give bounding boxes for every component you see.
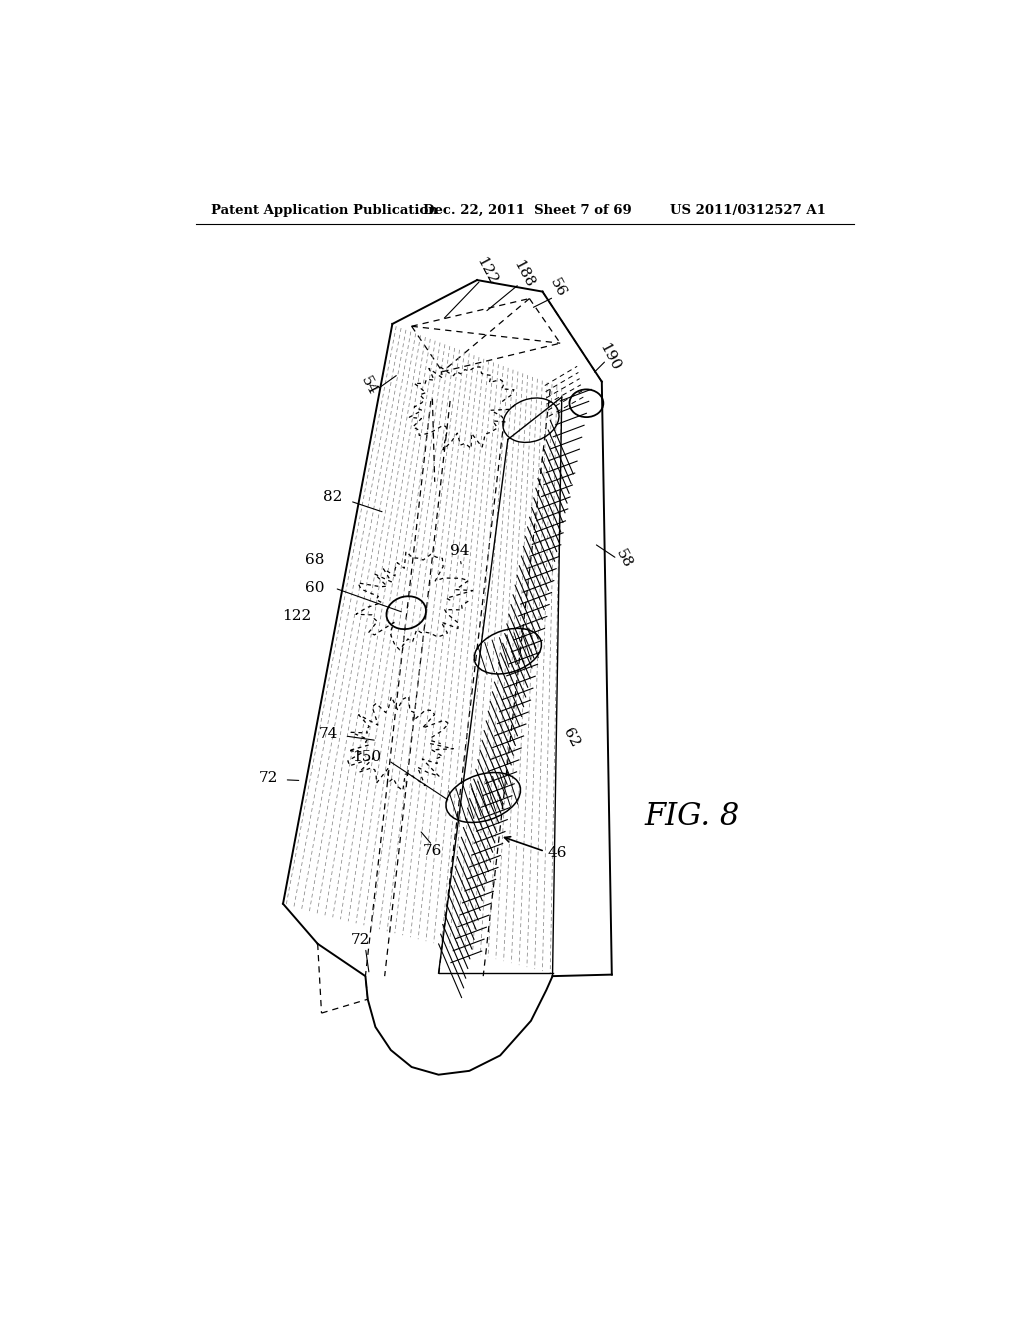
- Text: Dec. 22, 2011  Sheet 7 of 69: Dec. 22, 2011 Sheet 7 of 69: [423, 205, 632, 218]
- Text: 60: 60: [305, 581, 325, 595]
- Text: 68: 68: [305, 553, 325, 568]
- Text: 54: 54: [358, 374, 380, 397]
- Text: 94: 94: [451, 544, 470, 558]
- Text: 82: 82: [323, 490, 342, 504]
- Text: Patent Application Publication: Patent Application Publication: [211, 205, 438, 218]
- Text: 188: 188: [510, 257, 537, 290]
- Text: 190: 190: [596, 341, 623, 374]
- Text: 58: 58: [612, 546, 634, 570]
- Text: US 2011/0312527 A1: US 2011/0312527 A1: [670, 205, 825, 218]
- Text: 56: 56: [547, 276, 568, 300]
- Text: 122: 122: [283, 609, 311, 623]
- Text: 74: 74: [319, 727, 339, 742]
- Text: 46: 46: [548, 846, 567, 859]
- Text: 122: 122: [473, 255, 500, 286]
- Text: 62: 62: [560, 726, 582, 750]
- Text: 150: 150: [351, 751, 381, 764]
- Text: 72: 72: [259, 771, 279, 785]
- Text: 72: 72: [350, 933, 370, 946]
- Text: FIG. 8: FIG. 8: [645, 801, 740, 832]
- Text: 76: 76: [423, 845, 442, 858]
